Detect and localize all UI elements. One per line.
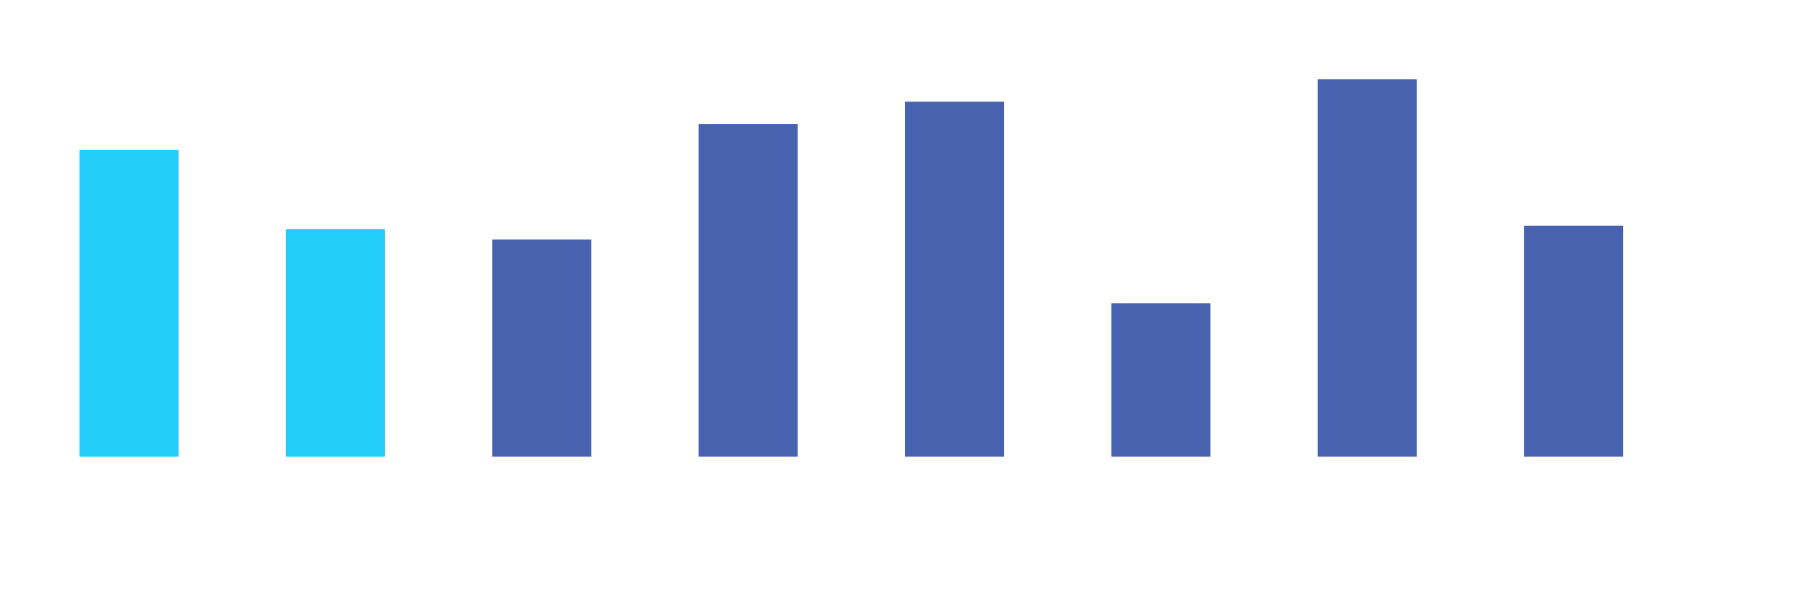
bar	[285, 229, 385, 457]
bar	[492, 239, 592, 457]
bar	[79, 149, 179, 457]
bar	[698, 124, 798, 457]
bar	[1317, 79, 1417, 457]
bar	[1111, 303, 1211, 457]
bar	[1524, 225, 1624, 457]
bar	[904, 101, 1005, 457]
